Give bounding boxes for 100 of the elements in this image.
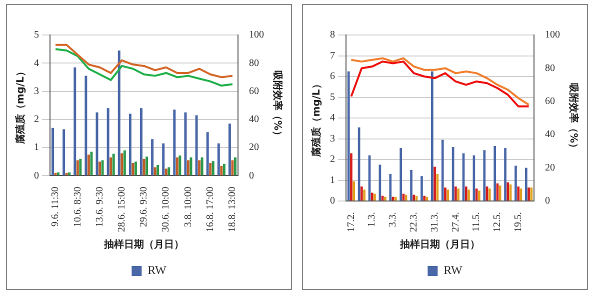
bar: [231, 160, 234, 176]
bar: [530, 188, 533, 200]
bar: [164, 168, 168, 176]
x-tick-label: 16.8. 17:00: [204, 186, 216, 232]
legend-label: RW: [148, 263, 168, 278]
y2-tick-label: 40: [249, 114, 259, 126]
bar: [98, 162, 102, 176]
bar: [84, 76, 88, 176]
bar: [198, 160, 201, 176]
bar: [168, 167, 170, 176]
bar: [430, 71, 434, 200]
bar: [118, 50, 120, 176]
bar: [173, 110, 176, 176]
bar: [494, 146, 496, 200]
y2-tick-label: 0: [249, 170, 254, 182]
bar: [478, 190, 480, 200]
bar: [228, 124, 231, 176]
bar: [370, 192, 374, 200]
bar: [374, 194, 376, 200]
bar: [454, 186, 457, 200]
x-tick-label: 28.6. 15:00: [116, 186, 128, 232]
bar: [120, 153, 124, 176]
y-tick-label: 4: [330, 112, 335, 124]
bar: [206, 132, 209, 176]
bar: [389, 174, 392, 200]
bar: [464, 186, 468, 200]
x-tick-label: 3.3.: [388, 212, 399, 227]
y2-axis-title: 吸附效率（%）: [567, 82, 580, 154]
bar: [123, 150, 126, 176]
bar: [195, 115, 198, 176]
x-tick-label: 11.5.: [471, 212, 482, 232]
y-axis-title: 腐殖质（mg/L）: [310, 79, 323, 158]
bar: [79, 158, 82, 176]
y-tick-label: 2: [34, 114, 39, 126]
x-tick-label: 13.6. 9:30: [94, 186, 106, 228]
legend-label: RW: [444, 263, 464, 278]
bar: [146, 156, 148, 176]
x-tick-label: 30.6. 10:00: [160, 186, 172, 232]
bar: [363, 190, 366, 200]
bar: [234, 157, 236, 176]
bar: [74, 67, 76, 176]
bar: [468, 190, 470, 200]
x-tick-label: 18.8. 13:00: [227, 186, 238, 232]
bar: [394, 196, 397, 200]
x-tick-label: 9.6. 11:30: [50, 186, 62, 227]
y2-tick-label: 100: [249, 30, 264, 41]
bar: [178, 155, 182, 176]
y-tick-label: 0: [330, 196, 335, 207]
bar: [184, 112, 187, 176]
bar: [517, 186, 520, 200]
bar: [200, 157, 204, 176]
bar: [132, 163, 134, 176]
bar: [156, 165, 160, 176]
bar: [350, 153, 352, 200]
bar: [134, 162, 137, 176]
bar: [162, 143, 165, 176]
bar: [217, 143, 220, 176]
bar: [87, 154, 90, 176]
bar: [483, 150, 486, 200]
x-tick-label: 31.3.: [429, 212, 440, 232]
x-tick-label: 22.3.: [408, 212, 420, 232]
y-tick-label: 5: [34, 30, 39, 41]
bar: [212, 161, 214, 176]
bar: [52, 128, 54, 176]
bar: [457, 188, 460, 200]
bar: [514, 166, 517, 200]
y-tick-label: 3: [330, 133, 335, 144]
y-tick-label: 4: [34, 58, 39, 69]
bar: [444, 188, 446, 200]
y2-tick-label: 60: [249, 86, 259, 97]
bar: [420, 176, 423, 200]
bar: [186, 160, 190, 176]
y2-tick-label: 20: [249, 142, 259, 154]
x-tick-label: 27.4.: [450, 212, 462, 232]
bar: [176, 157, 178, 176]
bar: [101, 160, 104, 176]
bar: [151, 139, 154, 176]
y-tick-label: 3: [34, 86, 39, 97]
x-tick-label: 29.6. 9:30: [138, 186, 150, 228]
y2-tick-label: 20: [545, 162, 555, 174]
y-tick-label: 5: [330, 92, 335, 103]
y2-tick-label: 80: [545, 62, 555, 74]
bar: [504, 148, 506, 200]
bar: [434, 166, 436, 200]
bar: [110, 157, 112, 176]
bar: [90, 152, 93, 176]
bar: [400, 148, 402, 200]
x-tick-label: 19.5.: [512, 212, 524, 232]
bar: [347, 71, 350, 200]
y-tick-label: 8: [330, 30, 335, 41]
y2-tick-label: 60: [545, 96, 555, 108]
x-axis-title: 抽样日期（月日）: [103, 238, 184, 251]
bar: [423, 196, 426, 200]
bar: [154, 167, 156, 176]
x-tick-label: 10.6. 8:30: [72, 186, 84, 228]
bar: [410, 170, 412, 200]
bar: [488, 188, 491, 200]
bar: [112, 154, 115, 176]
bar: [352, 181, 356, 200]
x-tick-label: 12.5.: [492, 212, 504, 232]
